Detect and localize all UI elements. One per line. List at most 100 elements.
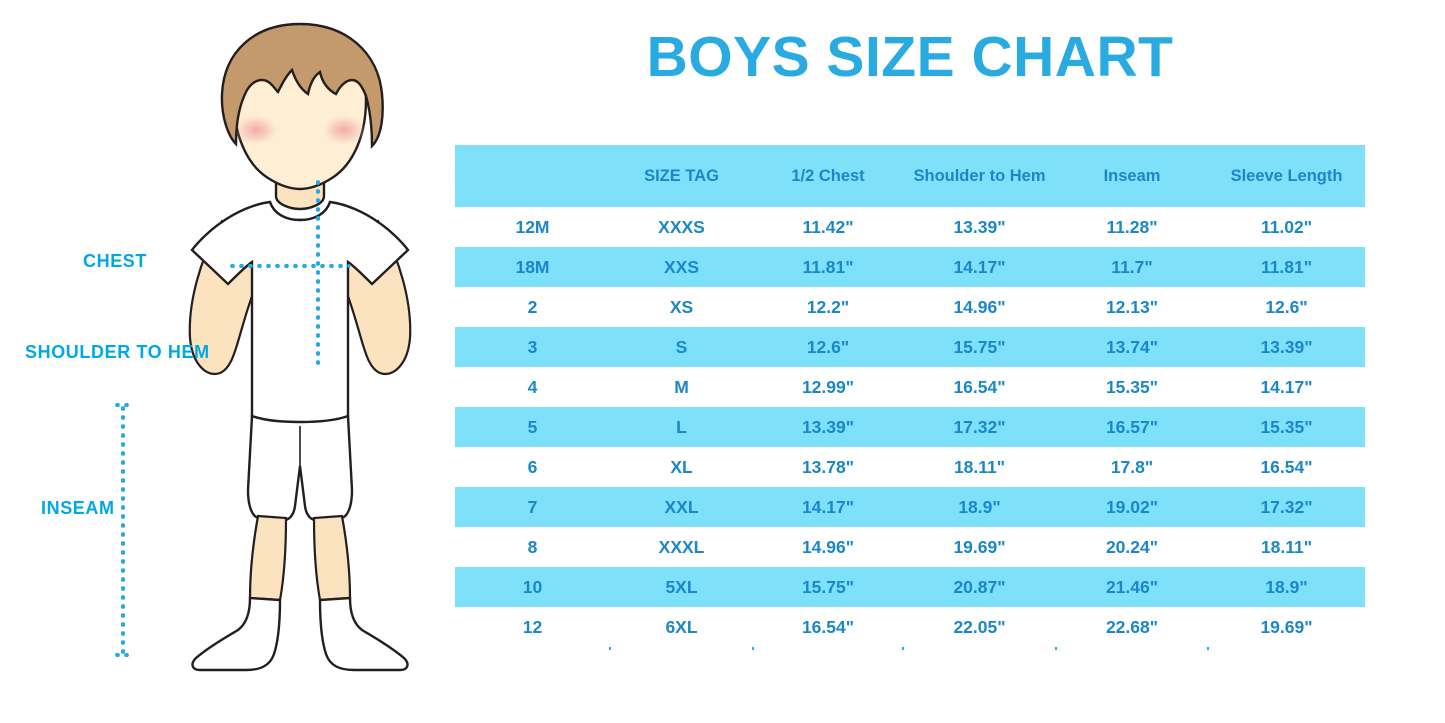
cell-sleeve-length: 18.11"	[1208, 527, 1365, 567]
cell-size: 8	[455, 527, 610, 567]
cell-half-chest: 14.96"	[753, 527, 903, 567]
cell-sleeve-length: 12.6"	[1208, 287, 1365, 327]
cell-size: 10	[455, 567, 610, 607]
page-title: BOYS SIZE CHART	[646, 25, 1174, 89]
cell-sleeve-length: 16.54"	[1208, 447, 1365, 487]
blush-left	[234, 115, 278, 145]
cell-half-chest: 15.75"	[753, 567, 903, 607]
cell-inseam: 13.74"	[1056, 327, 1208, 367]
cell-sleeve-length: 18.9"	[1208, 567, 1365, 607]
cell-size: 12M	[455, 207, 610, 247]
cell-inseam: 20.24"	[1056, 527, 1208, 567]
table-row: 18M XXS 11.81" 14.17" 11.7" 11.81"	[455, 247, 1365, 287]
table-row: 7 XXL 14.17" 18.9" 19.02" 17.32"	[455, 487, 1365, 527]
column-header-size	[455, 145, 610, 207]
cell-shoulder-to-hem: 17.32"	[903, 407, 1056, 447]
cell-size: 3	[455, 327, 610, 367]
table-row: 4 M 12.99" 16.54" 15.35" 14.17"	[455, 367, 1365, 407]
table-header: SIZE TAG 1/2 Chest Shoulder to Hem Insea…	[455, 145, 1365, 207]
cell-size-tag: XXS	[610, 247, 753, 287]
cell-inseam: 21.46"	[1056, 567, 1208, 607]
cell-sleeve-length: 14.17"	[1208, 367, 1365, 407]
table-row: 6 XL 13.78" 18.11" 17.8" 16.54"	[455, 447, 1365, 487]
cell-half-chest: 11.81"	[753, 247, 903, 287]
cell-sleeve-length: 15.35"	[1208, 407, 1365, 447]
cell-inseam: 16.57"	[1056, 407, 1208, 447]
cell-shoulder-to-hem: 18.11"	[903, 447, 1056, 487]
column-header-half-chest: 1/2 Chest	[753, 145, 903, 207]
cell-size-tag: M	[610, 367, 753, 407]
cell-size-tag: XXL	[610, 487, 753, 527]
label-chest: CHEST	[83, 251, 148, 271]
inseam-guide-line	[121, 404, 125, 656]
cell-sleeve-length: 11.02"	[1208, 207, 1365, 247]
column-header-inseam: Inseam	[1056, 145, 1208, 207]
cell-size-tag: S	[610, 327, 753, 367]
boy-illustration	[188, 22, 412, 672]
cell-size-tag: 5XL	[610, 567, 753, 607]
leg-left	[248, 514, 288, 602]
table-row: 5 L 13.39" 17.32" 16.57" 15.35"	[455, 407, 1365, 447]
chest-guide-line	[228, 264, 350, 268]
table-header-row: SIZE TAG 1/2 Chest Shoulder to Hem Insea…	[455, 145, 1365, 207]
table-row: 8 XXXL 14.96" 19.69" 20.24" 18.11"	[455, 527, 1365, 567]
cell-sleeve-length: 17.32"	[1208, 487, 1365, 527]
cell-inseam: 12.13"	[1056, 287, 1208, 327]
cell-size: 5	[455, 407, 610, 447]
table-row: 10 5XL 15.75" 20.87" 21.46" 18.9"	[455, 567, 1365, 607]
cell-shoulder-to-hem: 20.87"	[903, 567, 1056, 607]
cell-size-tag: XXXS	[610, 207, 753, 247]
cell-size: 7	[455, 487, 610, 527]
cell-half-chest: 13.78"	[753, 447, 903, 487]
cell-half-chest: 11.42"	[753, 207, 903, 247]
cell-half-chest: 12.99"	[753, 367, 903, 407]
inseam-guide-cap-top	[113, 403, 133, 407]
cell-shoulder-to-hem: 14.17"	[903, 247, 1056, 287]
cell-size-tag: L	[610, 407, 753, 447]
blush-right	[322, 115, 366, 145]
cell-half-chest: 12.6"	[753, 327, 903, 367]
cell-shoulder-to-hem: 18.9"	[903, 487, 1056, 527]
cell-half-chest: 16.54"	[753, 607, 903, 647]
cell-shoulder-to-hem: 22.05"	[903, 607, 1056, 647]
cell-size-tag: XS	[610, 287, 753, 327]
cell-inseam: 11.28"	[1056, 207, 1208, 247]
shoulder-to-hem-guide-line	[316, 178, 320, 368]
table-row: 12M XXXS 11.42" 13.39" 11.28" 11.02"	[455, 207, 1365, 247]
cell-shoulder-to-hem: 14.96"	[903, 287, 1056, 327]
cell-shoulder-to-hem: 13.39"	[903, 207, 1056, 247]
cell-shoulder-to-hem: 15.75"	[903, 327, 1056, 367]
cell-size: 4	[455, 367, 610, 407]
table-row: 12 6XL 16.54" 22.05" 22.68" 19.69"	[455, 607, 1365, 647]
cell-size: 2	[455, 287, 610, 327]
hair	[220, 22, 384, 149]
cell-half-chest: 14.17"	[753, 487, 903, 527]
table-row: 2 XS 12.2" 14.96" 12.13" 12.6"	[455, 287, 1365, 327]
cell-size: 6	[455, 447, 610, 487]
cell-size-tag: 6XL	[610, 607, 753, 647]
cell-size-tag: XL	[610, 447, 753, 487]
cell-inseam: 11.7"	[1056, 247, 1208, 287]
cell-sleeve-length: 13.39"	[1208, 327, 1365, 367]
cell-inseam: 22.68"	[1056, 607, 1208, 647]
table-row: 3 S 12.6" 15.75" 13.74" 13.39"	[455, 327, 1365, 367]
cell-sleeve-length: 19.69"	[1208, 607, 1365, 647]
cell-size-tag: XXXL	[610, 527, 753, 567]
cell-shoulder-to-hem: 19.69"	[903, 527, 1056, 567]
cell-size: 18M	[455, 247, 610, 287]
inseam-guide-cap-bottom	[113, 653, 133, 657]
cell-half-chest: 13.39"	[753, 407, 903, 447]
label-shoulder-to-hem: SHOULDER TO HEM	[25, 342, 210, 362]
cell-shoulder-to-hem: 16.54"	[903, 367, 1056, 407]
cell-sleeve-length: 11.81"	[1208, 247, 1365, 287]
cell-half-chest: 12.2"	[753, 287, 903, 327]
column-header-sleeve-length: Sleeve Length	[1208, 145, 1365, 207]
column-header-shoulder-to-hem: Shoulder to Hem	[903, 145, 1056, 207]
table-body: 12M XXXS 11.42" 13.39" 11.28" 11.02" 18M…	[455, 207, 1365, 647]
cell-inseam: 15.35"	[1056, 367, 1208, 407]
cell-inseam: 17.8"	[1056, 447, 1208, 487]
cell-inseam: 19.02"	[1056, 487, 1208, 527]
tshirt-collar	[268, 201, 332, 222]
sock-right	[318, 596, 409, 672]
